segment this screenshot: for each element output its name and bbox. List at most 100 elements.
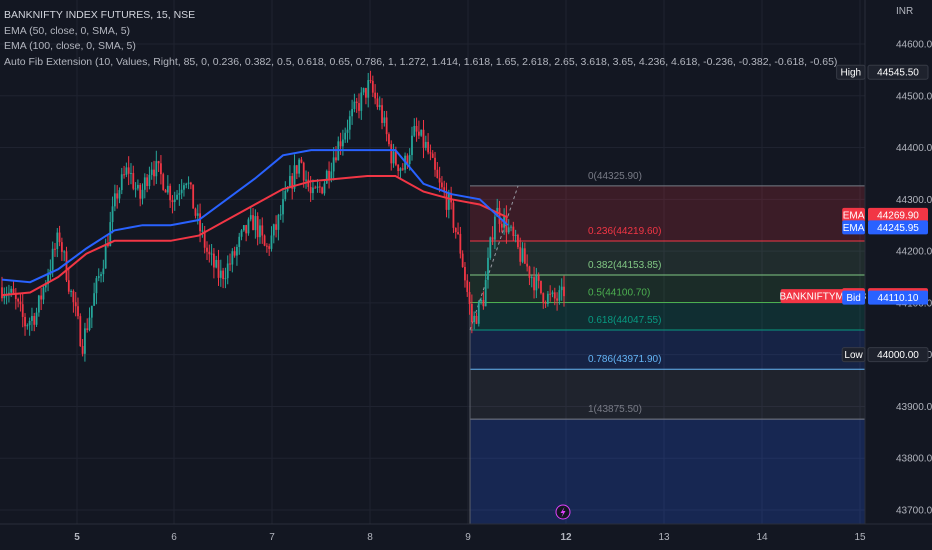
candle-body — [298, 159, 301, 174]
candle-body — [434, 157, 436, 170]
candle-body — [146, 177, 149, 187]
time-tick-label: 9 — [465, 532, 471, 543]
candle-body — [210, 253, 213, 255]
candle-body — [233, 251, 236, 256]
candle-body — [512, 226, 515, 237]
candle-body — [86, 328, 89, 330]
fib-level-label: 0.236(44219.60) — [588, 226, 661, 237]
candle-body — [447, 193, 450, 210]
time-axis[interactable]: 5 6 7 8 9 12 13 14 15 — [74, 532, 866, 543]
fib-zone — [470, 240, 865, 276]
price-tag-name: BANKNIFTYM2023 — [779, 292, 866, 303]
candle-body — [528, 266, 531, 278]
candle-body — [213, 253, 215, 268]
candle-body — [295, 165, 298, 174]
candle-body — [150, 169, 153, 175]
candle-body — [21, 304, 24, 317]
candle-body — [312, 187, 314, 194]
candle-body — [480, 300, 482, 302]
time-tick-label: 14 — [756, 532, 768, 543]
indicator-ema100-label[interactable]: EMA (100, close, 0, SMA, 5) — [4, 40, 136, 52]
candle-body — [443, 187, 446, 193]
candle-body — [10, 288, 13, 293]
candle-body — [19, 301, 22, 305]
candle-body — [189, 182, 192, 185]
candle-body — [141, 189, 144, 199]
candle-body — [392, 151, 395, 164]
candle-body — [551, 292, 554, 295]
candle-body — [199, 213, 201, 232]
candle-body — [176, 194, 178, 200]
candle-body — [289, 176, 291, 188]
candle-body — [217, 259, 220, 278]
candle-body — [277, 215, 280, 230]
candle-body — [143, 177, 146, 190]
candle-body — [427, 141, 430, 153]
candle-body — [279, 214, 282, 216]
candle-body — [72, 290, 75, 303]
candle-body — [335, 157, 337, 161]
candle-body — [542, 293, 545, 303]
indicator-ema50-label[interactable]: EMA (50, close, 0, SMA, 5) — [4, 24, 131, 37]
candle-body — [169, 185, 172, 201]
candle-body — [291, 176, 294, 189]
candle-body — [500, 223, 503, 228]
symbol-title[interactable]: BANKNIFTY INDEX FUTURES, 15, NSE — [4, 9, 196, 21]
candle-body — [494, 216, 496, 240]
candle-body — [63, 251, 66, 253]
candle-body — [523, 248, 526, 264]
candle-body — [330, 171, 333, 179]
candle-body — [196, 213, 199, 216]
candle-body — [183, 185, 185, 190]
candle-body — [28, 320, 31, 326]
candle-body — [540, 280, 542, 294]
time-tick-label: 13 — [658, 532, 670, 543]
candle-body — [265, 245, 268, 247]
candle-body — [123, 174, 125, 176]
fib-extension: 0(44325.90) 0.236(44219.60) 0.382(44153.85… — [469, 171, 865, 524]
price-tag-name: Bid — [846, 293, 860, 304]
candle-body — [300, 159, 303, 163]
price-tag-low: Low 44000.00 — [841, 347, 929, 363]
candle-body — [113, 193, 116, 207]
ema50-line — [1, 149, 509, 284]
ema-lines — [1, 149, 509, 297]
candle-body — [58, 232, 61, 243]
candle-body — [90, 305, 93, 318]
candle-body — [537, 275, 540, 281]
candle-body — [411, 135, 413, 156]
price-tag-name: Low — [844, 350, 863, 361]
candle-body — [231, 251, 234, 265]
candle-body — [533, 277, 535, 291]
candle-body — [268, 246, 271, 249]
price-tick-label: 43800.00 — [896, 454, 932, 465]
candle-body — [134, 188, 137, 190]
candle-body — [215, 259, 218, 268]
candle-body — [249, 215, 252, 220]
indicator-auto-fib-label[interactable]: Auto Fib Extension (10, Values, Right, 8… — [4, 55, 838, 68]
candle-body — [54, 248, 56, 250]
lightning-icon[interactable] — [555, 504, 571, 520]
candle-body — [563, 286, 565, 297]
price-tag-name-box — [841, 347, 866, 363]
candle-body — [148, 174, 151, 187]
candle-body — [365, 88, 367, 98]
candle-body — [546, 293, 549, 304]
candle-body — [498, 207, 501, 224]
fib-zone — [470, 185, 865, 241]
candle-body — [383, 117, 386, 123]
candle-body — [510, 226, 512, 228]
price-tick-label: 44500.00 — [896, 91, 932, 102]
price-tag-value-box — [868, 220, 928, 235]
candle-body — [208, 251, 211, 255]
candle-body — [549, 293, 552, 295]
candle-body — [65, 251, 68, 281]
candle-body — [441, 182, 443, 188]
time-tick-label: 15 — [854, 532, 866, 543]
candle-body — [362, 88, 365, 93]
candle-body — [341, 139, 344, 147]
price-tag-name: EMA — [843, 223, 865, 234]
price-tag-bid: Bid 44110.10 — [842, 290, 928, 305]
fib-level-label: 0(44325.90) — [588, 171, 642, 182]
